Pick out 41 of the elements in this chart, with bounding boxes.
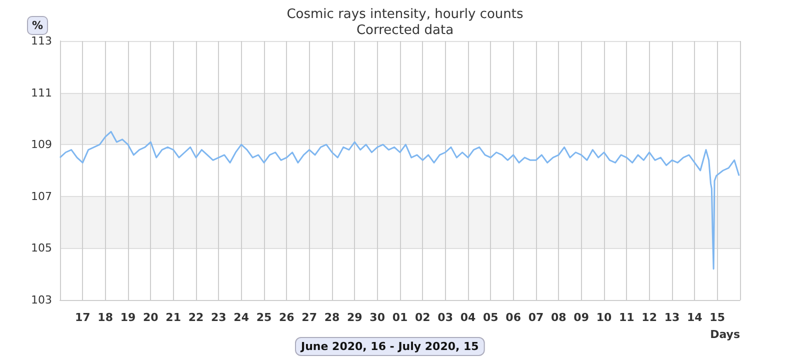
y-axis-title: %	[32, 19, 44, 32]
x-tick-label: 30	[370, 311, 386, 324]
chart-subtitle: Corrected data	[356, 23, 454, 38]
x-tick-label: 25	[256, 311, 272, 324]
x-tick-label: 23	[211, 311, 226, 324]
x-tick-label: 17	[75, 311, 90, 324]
x-tick-label: 26	[279, 311, 295, 324]
x-tick-label: 19	[120, 311, 136, 324]
y-tick-label: 107	[31, 190, 52, 203]
x-tick-label: 01	[392, 311, 408, 324]
x-tick-label: 06	[506, 311, 522, 324]
x-tick-label: 21	[166, 311, 181, 324]
x-tick-label: 02	[415, 311, 430, 324]
y-tick-label: 113	[31, 34, 52, 48]
x-tick-label: 22	[188, 311, 204, 324]
x-tick-label: 08	[551, 311, 566, 324]
x-tick-label: 20	[143, 311, 159, 324]
text: June 2020, 16 - July 2020, 15	[300, 340, 479, 353]
x-tick-label: 10	[596, 311, 612, 324]
y-tick-label: 111	[31, 86, 52, 100]
x-tick-label: 24	[234, 311, 250, 324]
x-tick-label: 07	[528, 311, 544, 324]
x-tick-label: 14	[687, 311, 703, 324]
y-tick-label: 103	[31, 294, 52, 306]
x-tick-label: 03	[438, 311, 453, 324]
x-tick-label: 27	[302, 311, 317, 324]
x-tick-label: 15	[710, 311, 725, 324]
x-tick-label: 11	[619, 311, 634, 324]
y-tick-label: 109	[31, 138, 52, 152]
x-tick-label: 13	[664, 311, 680, 324]
x-tick-label: 29	[347, 311, 362, 324]
x-axis-title: Days	[710, 328, 740, 341]
y-tick-label: 105	[31, 242, 52, 255]
chart-title: Cosmic rays intensity, hourly counts	[286, 7, 524, 22]
x-tick-label: 18	[98, 311, 113, 324]
x-tick-label: 28	[324, 311, 340, 324]
x-tick-label: 04	[460, 311, 476, 324]
x-tick-label: 12	[642, 311, 657, 324]
line-series	[59, 130, 740, 270]
x-tick-label: 05	[483, 311, 498, 324]
x-tick-label: 09	[574, 311, 589, 324]
